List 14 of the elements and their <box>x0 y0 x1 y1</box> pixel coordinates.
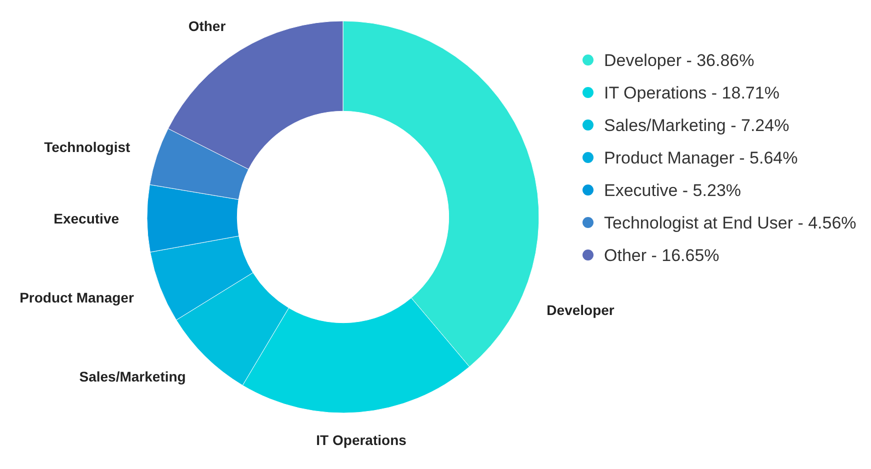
text: IT Operations <box>316 432 407 448</box>
legend-label: Technologist at End User - 4.56% <box>604 213 856 232</box>
legend-label: IT Operations - 18.71% <box>604 83 780 102</box>
legend-label: Product Manager - 5.64% <box>604 148 798 168</box>
legend-label: Executive - 5.23% <box>604 180 742 200</box>
text: Sales/Marketing <box>79 368 186 385</box>
text: Other <box>188 18 226 34</box>
legend-label: Developer - 36.86% <box>604 50 754 70</box>
text: Product Manager <box>20 289 134 306</box>
text: Executive <box>54 210 120 227</box>
legend-label: Other - 16.65% <box>604 246 720 265</box>
text: Technologist <box>44 139 130 156</box>
legend-label: Sales/Marketing - 7.24% <box>604 116 790 135</box>
text: Developer <box>546 302 615 318</box>
